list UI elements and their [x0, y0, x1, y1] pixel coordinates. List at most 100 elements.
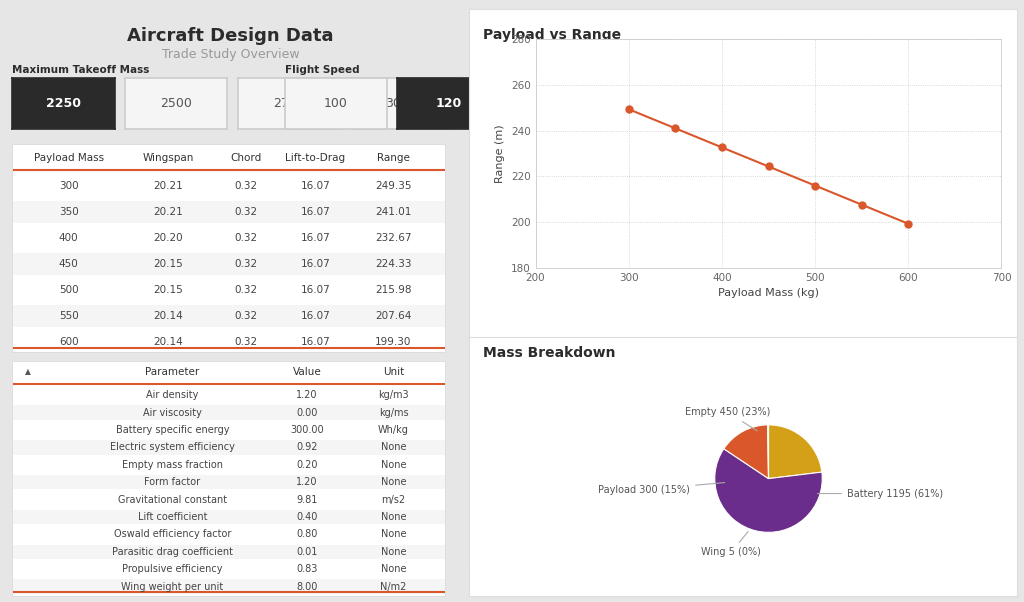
Text: None: None	[381, 460, 407, 470]
Text: 8.00: 8.00	[296, 582, 317, 592]
Text: 16.07: 16.07	[301, 207, 331, 217]
Text: 16.07: 16.07	[301, 259, 331, 269]
Text: Lift-to-Drag: Lift-to-Drag	[286, 153, 345, 163]
Text: 2500: 2500	[160, 98, 193, 110]
Text: 20.14: 20.14	[154, 311, 183, 321]
Text: 20.15: 20.15	[154, 259, 183, 269]
Text: None: None	[381, 547, 407, 557]
Text: Oswald efficiency factor: Oswald efficiency factor	[114, 529, 231, 539]
Text: Gravitational constant: Gravitational constant	[118, 495, 227, 504]
Text: 0.83: 0.83	[296, 564, 317, 574]
Text: 120: 120	[435, 98, 462, 110]
Text: 0.01: 0.01	[296, 547, 317, 557]
Text: Unit: Unit	[383, 367, 404, 377]
Text: Payload Mass: Payload Mass	[34, 153, 103, 163]
Text: None: None	[381, 529, 407, 539]
Text: Payload vs Range: Payload vs Range	[482, 28, 621, 42]
Bar	[12, 405, 445, 420]
Text: 0.32: 0.32	[234, 311, 258, 321]
Bar	[12, 201, 445, 223]
Text: Parasitic drag coefficient: Parasitic drag coefficient	[112, 547, 233, 557]
Text: 20.21: 20.21	[154, 181, 183, 191]
Y-axis label: Range (m): Range (m)	[496, 124, 506, 183]
Text: Battery specific energy: Battery specific energy	[116, 425, 229, 435]
Text: 600: 600	[58, 337, 79, 347]
Text: 350: 350	[58, 207, 79, 217]
Text: N/m2: N/m2	[380, 582, 407, 592]
Text: 207.64: 207.64	[375, 311, 412, 321]
Bar	[12, 579, 445, 594]
Text: Empty mass fraction: Empty mass fraction	[122, 460, 223, 470]
Text: Mass Breakdown: Mass Breakdown	[482, 346, 615, 360]
Text: Air density: Air density	[146, 390, 199, 400]
Text: Range: Range	[377, 153, 410, 163]
Text: 232.67: 232.67	[375, 233, 412, 243]
Text: 0.40: 0.40	[296, 512, 317, 522]
Text: Flight Speed: Flight Speed	[285, 65, 359, 75]
Text: 450: 450	[58, 259, 79, 269]
Text: Wingspan: Wingspan	[142, 153, 194, 163]
Text: 16.07: 16.07	[301, 181, 331, 191]
Text: 550: 550	[58, 311, 79, 321]
Text: 100: 100	[324, 98, 348, 110]
Text: 3000: 3000	[385, 98, 418, 110]
Text: Payload 300 (15%): Payload 300 (15%)	[598, 483, 725, 495]
Text: Lift coefficient: Lift coefficient	[138, 512, 207, 522]
Text: None: None	[381, 564, 407, 574]
Text: 0.20: 0.20	[296, 460, 317, 470]
Text: 20.14: 20.14	[154, 337, 183, 347]
Text: Chord: Chord	[230, 153, 262, 163]
Text: 0.32: 0.32	[234, 207, 258, 217]
Bar	[12, 475, 445, 489]
Text: 20.20: 20.20	[154, 233, 183, 243]
Text: 0.92: 0.92	[296, 442, 317, 453]
Text: 20.15: 20.15	[154, 285, 183, 295]
Text: 241.01: 241.01	[375, 207, 412, 217]
Text: Parameter: Parameter	[145, 367, 200, 377]
Wedge shape	[715, 448, 822, 532]
Text: 1.20: 1.20	[296, 390, 317, 400]
Text: 16.07: 16.07	[301, 311, 331, 321]
Text: 1.20: 1.20	[296, 477, 317, 487]
Text: ▲: ▲	[25, 367, 31, 376]
Text: 20.21: 20.21	[154, 207, 183, 217]
Bar	[12, 253, 445, 275]
Text: 16.07: 16.07	[301, 285, 331, 295]
Text: Maximum Takeoff Mass: Maximum Takeoff Mass	[12, 65, 150, 75]
Text: 215.98: 215.98	[375, 285, 412, 295]
Text: 2250: 2250	[46, 98, 81, 110]
Text: Aircraft Design Data: Aircraft Design Data	[127, 27, 334, 45]
Bar	[12, 545, 445, 559]
Text: Wing 5 (0%): Wing 5 (0%)	[701, 532, 761, 557]
Bar	[12, 440, 445, 455]
Text: 300.00: 300.00	[290, 425, 324, 435]
Text: 0.32: 0.32	[234, 233, 258, 243]
Text: 0.32: 0.32	[234, 337, 258, 347]
Text: Form factor: Form factor	[144, 477, 201, 487]
Text: 400: 400	[58, 233, 79, 243]
Wedge shape	[724, 425, 768, 479]
Bar	[12, 510, 445, 524]
Text: m/s2: m/s2	[381, 495, 406, 504]
Text: Propulsive efficiency: Propulsive efficiency	[122, 564, 223, 574]
Bar	[12, 305, 445, 326]
Text: Wing weight per unit: Wing weight per unit	[122, 582, 223, 592]
Text: 2750: 2750	[272, 98, 305, 110]
X-axis label: Payload Mass (kg): Payload Mass (kg)	[718, 288, 819, 299]
Text: 0.32: 0.32	[234, 259, 258, 269]
Text: 199.30: 199.30	[375, 337, 412, 347]
Text: 16.07: 16.07	[301, 337, 331, 347]
Text: 0.32: 0.32	[234, 285, 258, 295]
Text: Empty 450 (23%): Empty 450 (23%)	[685, 408, 770, 431]
Text: 300: 300	[58, 181, 79, 191]
Text: Air viscosity: Air viscosity	[143, 408, 202, 418]
Text: 0.32: 0.32	[234, 181, 258, 191]
Text: Wh/kg: Wh/kg	[378, 425, 409, 435]
Text: 500: 500	[58, 285, 79, 295]
Text: 0.00: 0.00	[296, 408, 317, 418]
Text: 16.07: 16.07	[301, 233, 331, 243]
Text: None: None	[381, 477, 407, 487]
Text: Electric system efficiency: Electric system efficiency	[111, 442, 234, 453]
Text: None: None	[381, 442, 407, 453]
Text: 224.33: 224.33	[375, 259, 412, 269]
